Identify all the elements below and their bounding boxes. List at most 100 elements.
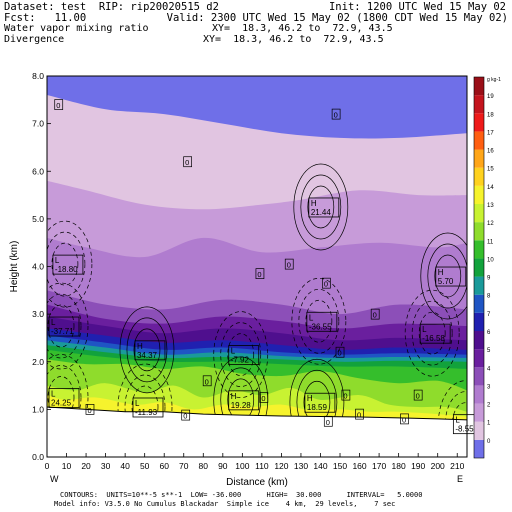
divergence-contour-10-3 — [117, 363, 173, 451]
extremum-type-12: L — [455, 416, 460, 425]
cross-section-endpoints-1: XY= 18.3, 46.2 to 72.9, 43.5 — [212, 23, 393, 34]
x-tick-label-2: 20 — [81, 461, 91, 471]
divergence-contour-4-1 — [418, 311, 446, 355]
x-tick-label-6: 60 — [159, 461, 169, 471]
contour-info: CONTOURS: UNITS=10**-5 s**-1 LOW= -36.00… — [60, 491, 423, 499]
divergence-contour-6-1 — [133, 328, 161, 372]
colorbar-label-11: 11 — [487, 239, 494, 245]
colorbar-swatch-17 — [474, 131, 484, 150]
zero-label-15: 0 — [416, 392, 420, 401]
terrain-ground — [47, 406, 467, 457]
colorbar-swatch-10 — [474, 258, 484, 277]
extremum-box-2 — [435, 266, 467, 287]
divergence-contour-0-3 — [47, 220, 93, 308]
colorbar-label-5: 5 — [487, 348, 491, 354]
divergence-contour-1-1 — [307, 185, 335, 229]
divergence-contour-4-2 — [411, 300, 453, 366]
zero-label-box-16 — [355, 408, 364, 420]
y-tick-label-2: 2.0 — [32, 357, 44, 367]
x-tick-label-18: 180 — [392, 461, 406, 471]
y-tick-label-3: 3.0 — [32, 309, 44, 319]
field-name-divergence: Divergence — [4, 34, 65, 45]
zero-label-13: 0 — [326, 418, 330, 427]
x-tick-label-20: 200 — [431, 461, 445, 471]
colorbar-swatch-2 — [474, 403, 484, 422]
colorbar-label-17: 17 — [487, 130, 494, 136]
x-tick-label-0: 0 — [45, 461, 50, 471]
y-tick-label-8: 8.0 — [32, 71, 44, 81]
divergence-contour-6-3 — [119, 306, 175, 394]
x-tick-label-17: 170 — [372, 461, 386, 471]
extremum-type-2: H — [438, 268, 444, 277]
zero-label-box-2 — [331, 108, 341, 120]
divergence-contour-5-1 — [47, 304, 75, 348]
zero-label-4: 0 — [287, 261, 291, 270]
y-tick-label-6: 6.0 — [32, 166, 44, 176]
colorbar-label-4: 4 — [487, 366, 491, 372]
zero-label-12: 0 — [183, 412, 187, 421]
colorbar-swatch-8 — [474, 294, 484, 313]
zero-label-16: 0 — [357, 411, 361, 420]
divergence-contour-2-1 — [434, 254, 462, 298]
extremum-value-9: 18.59 — [307, 403, 328, 412]
x-tick-label-16: 160 — [352, 461, 366, 471]
divergence-contour-1-2 — [300, 174, 342, 240]
extremum-type-7: L — [231, 347, 236, 356]
y-axis-label: Height (km) — [9, 241, 20, 293]
colorbar-label-7: 7 — [487, 312, 491, 318]
extremum-value-12: -8.55 — [455, 425, 474, 434]
x-end-label-right: E — [457, 474, 463, 484]
colorbar-swatch-14 — [474, 185, 484, 204]
extremum-box-6 — [134, 340, 166, 361]
extremum-box-7 — [228, 345, 260, 366]
x-tick-label-3: 30 — [101, 461, 111, 471]
colorbar-label-1: 1 — [487, 421, 491, 427]
zero-label-9: 0 — [261, 394, 265, 403]
divergence-contour-7-1 — [227, 333, 255, 376]
x-tick-label-11: 110 — [255, 461, 269, 471]
extremum-value-11: 24.25 — [51, 398, 72, 407]
zero-label-10: 0 — [343, 392, 347, 401]
zero-label-box-11 — [85, 404, 95, 415]
y-tick-label-5: 5.0 — [32, 214, 44, 224]
divergence-contour-11-3 — [47, 354, 89, 441]
divergence-contour-12-1 — [452, 402, 467, 446]
colorbar-swatch-12 — [474, 222, 484, 241]
extremum-box-0 — [52, 254, 84, 275]
x-tick-label-13: 130 — [294, 461, 308, 471]
divergence-contour-1-3 — [293, 163, 349, 251]
x-tick-label-9: 90 — [218, 461, 228, 471]
x-tick-label-5: 50 — [140, 461, 150, 471]
divergence-contours — [47, 163, 467, 457]
colorbar-label-13: 13 — [487, 203, 494, 209]
colorbar-label-12: 12 — [487, 221, 494, 227]
mixing-ratio-shading — [47, 76, 467, 457]
extremum-type-9: H — [307, 394, 313, 403]
colorbar-label-2: 2 — [487, 403, 491, 409]
colorbar-swatch-13 — [474, 204, 484, 223]
colorbar-swatch-6 — [474, 331, 484, 350]
extremum-type-4: L — [422, 325, 427, 334]
zero-label-3: 0 — [257, 270, 261, 279]
extremum-type-11: L — [51, 389, 56, 398]
x-tick-label-14: 140 — [313, 461, 327, 471]
y-tick-label-7: 7.0 — [32, 119, 44, 129]
divergence-contour-11-2 — [47, 365, 82, 430]
zero-label-box-7 — [335, 346, 345, 358]
colorbar-label-6: 6 — [487, 330, 491, 336]
y-tick-label-1: 1.0 — [32, 404, 44, 414]
colorbar-unit-label: g kg-1 — [487, 77, 501, 83]
divergence-contour-6-2 — [126, 317, 168, 383]
colorbar-swatch-11 — [474, 240, 484, 259]
zero-label-box-3 — [255, 268, 265, 279]
colorbar-swatch-5 — [474, 349, 484, 368]
extremum-type-0: L — [55, 256, 60, 265]
extremum-box-8 — [228, 390, 260, 411]
colorbar-swatch-9 — [474, 276, 484, 295]
divergence-contour-3-3 — [291, 277, 347, 365]
divergence-contour-10-2 — [124, 374, 166, 440]
colorbar-swatch-7 — [474, 312, 484, 331]
colorbar-swatch-1 — [474, 421, 484, 440]
